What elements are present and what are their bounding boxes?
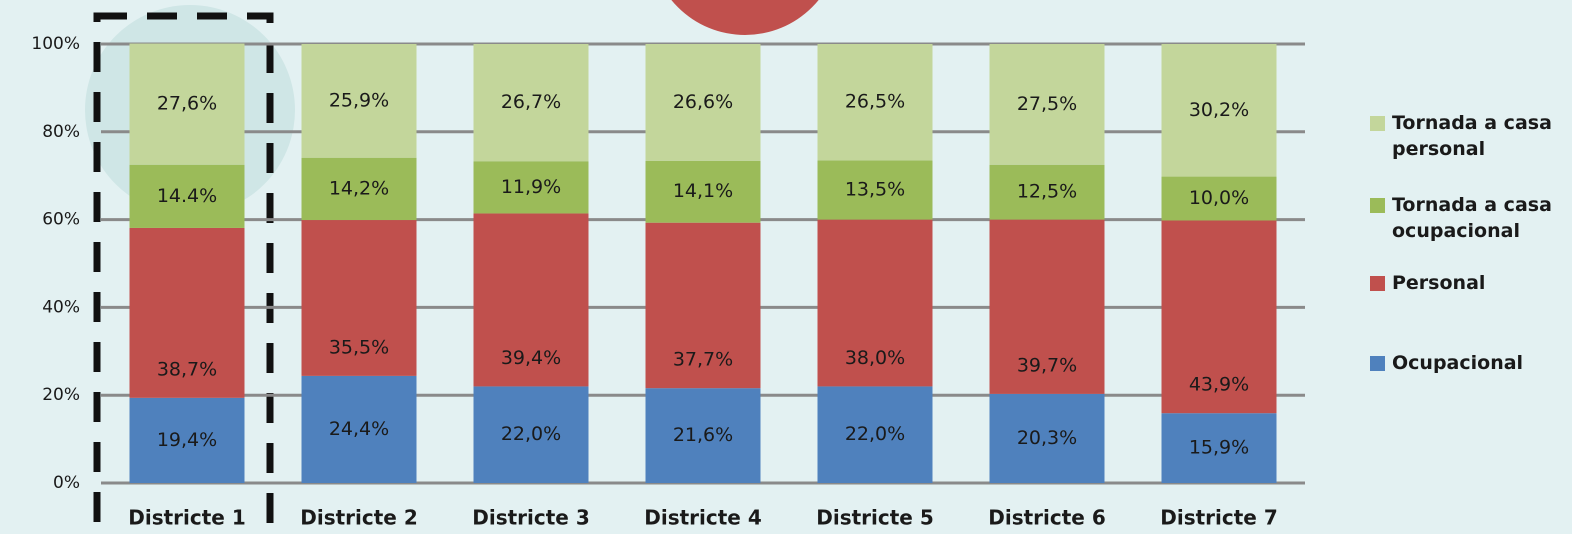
legend-label: Personal bbox=[1392, 272, 1486, 294]
value-label: 38,7% bbox=[157, 358, 217, 380]
y-tick-label: 40% bbox=[42, 297, 80, 317]
value-label: 27,5% bbox=[1017, 93, 1077, 115]
y-tick-label: 80% bbox=[42, 122, 80, 142]
value-label: 26,6% bbox=[673, 91, 733, 113]
legend-swatch bbox=[1370, 198, 1385, 213]
value-label: 37,7% bbox=[673, 349, 733, 371]
value-label: 24,4% bbox=[329, 418, 389, 440]
legend-swatch bbox=[1370, 356, 1385, 371]
value-label: 20,3% bbox=[1017, 427, 1077, 449]
x-tick-label: Districte 5 bbox=[816, 506, 934, 530]
value-label: 14.4% bbox=[157, 185, 217, 207]
bar-segment bbox=[817, 160, 933, 220]
bar-segment bbox=[473, 213, 589, 387]
bar-segment bbox=[817, 386, 933, 483]
bar-segment bbox=[301, 44, 417, 158]
bar-segment bbox=[129, 227, 245, 398]
value-label: 26,5% bbox=[845, 91, 905, 113]
value-label: 15,9% bbox=[1189, 437, 1249, 459]
value-label: 39,7% bbox=[1017, 354, 1077, 376]
value-label: 10,0% bbox=[1189, 187, 1249, 209]
bar-segment bbox=[1161, 176, 1277, 221]
bar-segment bbox=[989, 164, 1105, 220]
x-tick-label: Districte 7 bbox=[1160, 506, 1278, 530]
value-label: 43,9% bbox=[1189, 374, 1249, 396]
legend-entry: Personal bbox=[1370, 270, 1485, 296]
value-label: 22,0% bbox=[845, 423, 905, 445]
bar-segment bbox=[301, 157, 417, 221]
x-tick-label: Districte 4 bbox=[644, 506, 762, 530]
value-label: 38,0% bbox=[845, 347, 905, 369]
bar-segment bbox=[645, 44, 761, 161]
bar-segment bbox=[301, 220, 417, 376]
x-tick-label: Districte 2 bbox=[300, 506, 418, 530]
bar-segment bbox=[1161, 413, 1277, 483]
value-label: 14,1% bbox=[673, 180, 733, 202]
bar-segment bbox=[989, 393, 1105, 483]
bar-segment bbox=[473, 44, 589, 162]
bar-segment bbox=[645, 160, 761, 223]
y-tick-label: 60% bbox=[42, 210, 80, 230]
legend-swatch bbox=[1370, 276, 1385, 291]
x-tick-label: Districte 6 bbox=[988, 506, 1106, 530]
y-tick-label: 0% bbox=[53, 473, 80, 493]
x-tick-label: Districte 3 bbox=[472, 506, 590, 530]
bar-segment bbox=[129, 164, 245, 228]
value-label: 35,5% bbox=[329, 336, 389, 358]
legend-entry: Ocupacional bbox=[1370, 350, 1523, 376]
bar-segment bbox=[989, 219, 1105, 394]
legend-entry: Tornada a casa personal bbox=[1370, 110, 1570, 162]
y-tick-label: 100% bbox=[31, 34, 80, 54]
bar-segment bbox=[817, 44, 933, 161]
value-label: 25,9% bbox=[329, 89, 389, 111]
value-label: 30,2% bbox=[1189, 99, 1249, 121]
legend-label: Tornada a casa ocupacional bbox=[1392, 194, 1552, 242]
value-label: 14,2% bbox=[329, 177, 389, 199]
bar-segment bbox=[1161, 44, 1277, 177]
value-label: 22,0% bbox=[501, 423, 561, 445]
bar-segment bbox=[301, 375, 417, 483]
value-label: 19,4% bbox=[157, 429, 217, 451]
value-label: 13,5% bbox=[845, 178, 905, 200]
bar-segment bbox=[129, 397, 245, 483]
legend-label: Tornada a casa personal bbox=[1392, 112, 1552, 160]
bar-segment bbox=[473, 386, 589, 483]
legend-swatch bbox=[1370, 116, 1385, 131]
value-label: 11,9% bbox=[501, 176, 561, 198]
legend-label: Ocupacional bbox=[1392, 352, 1524, 374]
value-label: 26,7% bbox=[501, 91, 561, 113]
bar-segment bbox=[129, 43, 245, 165]
bar-segment bbox=[645, 388, 761, 483]
x-tick-label: Districte 1 bbox=[128, 506, 246, 530]
bar-segment bbox=[473, 161, 589, 214]
value-label: 27,6% bbox=[157, 93, 217, 115]
bar-segment bbox=[989, 44, 1105, 165]
value-label: 21,6% bbox=[673, 424, 733, 446]
decoration-circle bbox=[671, 0, 819, 35]
value-label: 39,4% bbox=[501, 347, 561, 369]
y-tick-label: 20% bbox=[42, 385, 80, 405]
bar-segment bbox=[645, 222, 761, 389]
bar-segment bbox=[817, 219, 933, 387]
bar-segment bbox=[1161, 220, 1277, 414]
legend-entry: Tornada a casa ocupacional bbox=[1370, 192, 1570, 244]
value-label: 12,5% bbox=[1017, 181, 1077, 203]
